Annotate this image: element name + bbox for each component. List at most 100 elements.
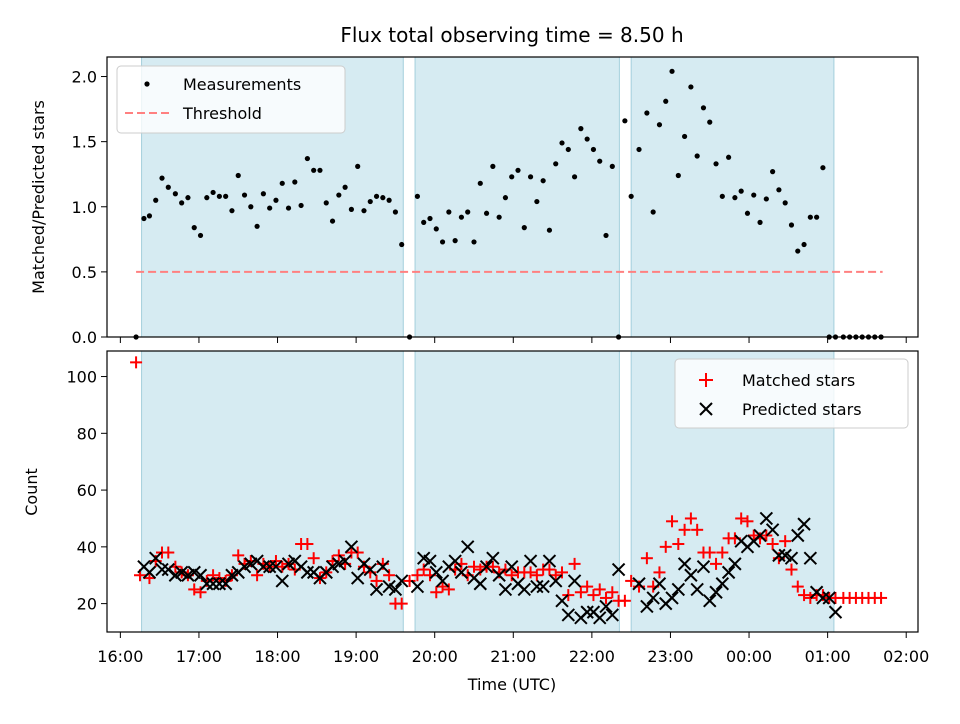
observing-window-band-2 bbox=[414, 56, 620, 338]
measurement-point bbox=[782, 200, 788, 206]
x-b bbox=[605, 608, 620, 622]
matched-star-point bbox=[606, 586, 619, 599]
x-b bbox=[567, 574, 582, 588]
measurement-point bbox=[509, 174, 515, 180]
matched-star-point bbox=[618, 594, 631, 607]
measurement-point bbox=[584, 136, 590, 142]
predicted-star-point bbox=[784, 551, 799, 565]
measurement-point bbox=[540, 178, 546, 184]
matched-star-point bbox=[791, 580, 804, 593]
matched-star-point bbox=[581, 580, 594, 593]
x-b bbox=[174, 565, 189, 580]
top-y-tick-label: 2.0 bbox=[72, 68, 97, 87]
measurement-point bbox=[597, 158, 603, 164]
predicted-star-point bbox=[599, 599, 613, 614]
x-b bbox=[338, 554, 352, 568]
measurement-point bbox=[380, 195, 386, 201]
predicted-star-point bbox=[611, 562, 626, 577]
measurement-point bbox=[814, 214, 820, 220]
matched-star-point bbox=[162, 546, 175, 559]
matched-star-point bbox=[785, 563, 798, 576]
predicted-star-point bbox=[363, 562, 377, 577]
x-b bbox=[382, 579, 396, 594]
bottom-y-tick-label: 100 bbox=[66, 368, 97, 387]
x-tick-label: 00:00 bbox=[726, 647, 772, 666]
x-tick-label: 20:00 bbox=[412, 647, 458, 666]
predicted-star-point bbox=[517, 582, 531, 597]
x-b bbox=[632, 577, 646, 591]
matched-star-point bbox=[574, 586, 587, 599]
predicted-star-point bbox=[772, 548, 786, 563]
matched-star-point bbox=[659, 540, 672, 553]
measurement-point bbox=[477, 180, 483, 186]
x-tick-label: 21:00 bbox=[490, 647, 536, 666]
measurement-point bbox=[636, 146, 642, 153]
measurements-legend-marker bbox=[144, 81, 150, 87]
x-b bbox=[593, 611, 607, 625]
x-b bbox=[784, 551, 799, 565]
predicted-star-point bbox=[709, 585, 723, 599]
predicted-star-point bbox=[822, 591, 836, 605]
x-b bbox=[262, 560, 277, 574]
measurement-point bbox=[235, 172, 241, 179]
legend-threshold: Threshold bbox=[182, 104, 262, 123]
measurement-point bbox=[311, 167, 317, 173]
x-b bbox=[517, 582, 531, 597]
measurement-point bbox=[336, 192, 342, 198]
measurement-point bbox=[565, 146, 571, 153]
predicted-star-point bbox=[149, 551, 163, 565]
matched-star-point bbox=[383, 569, 396, 582]
measurement-point bbox=[559, 140, 565, 146]
measurement-point bbox=[578, 126, 584, 132]
top-y-axis-label: Matched/Predicted stars bbox=[29, 100, 48, 294]
x-b bbox=[728, 557, 742, 571]
matched-star-point bbox=[678, 523, 691, 536]
x-b bbox=[555, 594, 569, 608]
x-b bbox=[652, 577, 667, 591]
predicted-stars-legend-marker bbox=[699, 402, 713, 416]
measurement-point bbox=[323, 200, 329, 206]
predicted-star-point bbox=[671, 582, 686, 597]
predicted-star-point bbox=[759, 511, 774, 526]
measurement-point bbox=[386, 197, 392, 203]
measurement-point bbox=[675, 172, 681, 179]
measurement-point bbox=[788, 222, 795, 228]
predicted-star-point bbox=[498, 582, 513, 597]
matched-star-point bbox=[703, 546, 716, 559]
predicted-star-point bbox=[536, 579, 550, 594]
predicted-star-point bbox=[155, 562, 169, 577]
predicted-star-point bbox=[715, 577, 730, 591]
x-b bbox=[369, 582, 384, 597]
measurement-point bbox=[414, 193, 421, 199]
predicted-star-point bbox=[218, 577, 233, 591]
matched-star-point bbox=[593, 583, 606, 596]
x-b bbox=[486, 551, 500, 565]
x-b bbox=[269, 560, 283, 574]
x-b bbox=[212, 577, 227, 591]
x-b bbox=[492, 568, 506, 582]
matched-star-point bbox=[735, 512, 748, 525]
measurement-point bbox=[421, 219, 427, 225]
x-b bbox=[149, 551, 163, 565]
top-x-ticks bbox=[119, 337, 907, 343]
predicted-star-point bbox=[791, 528, 805, 543]
x-b bbox=[753, 528, 767, 543]
x-b bbox=[344, 540, 359, 554]
measurement-point bbox=[279, 180, 285, 186]
measurement-point bbox=[682, 133, 688, 140]
x-b bbox=[816, 591, 830, 605]
measurement-point bbox=[153, 197, 159, 203]
x-b bbox=[523, 554, 538, 568]
matched-star-point bbox=[710, 557, 723, 570]
top-y-ticks: 0.0 0.5 1.0 1.5 2.0 bbox=[72, 68, 107, 347]
predicted-star-point bbox=[200, 577, 214, 591]
bottom-x-ticks: 16:00 17:00 18:00 19:00 20:00 21:00 22:00 23:00… bbox=[97, 632, 929, 666]
measurement-point bbox=[483, 210, 490, 216]
predicted-star-point bbox=[753, 528, 767, 543]
measurement-point bbox=[146, 213, 153, 219]
matched-star-point bbox=[524, 566, 537, 579]
bottom-y-tick-label: 20 bbox=[77, 595, 97, 614]
predicted-star-point bbox=[765, 523, 780, 537]
predicted-star-point bbox=[206, 577, 220, 591]
predicted-star-point bbox=[448, 554, 462, 568]
